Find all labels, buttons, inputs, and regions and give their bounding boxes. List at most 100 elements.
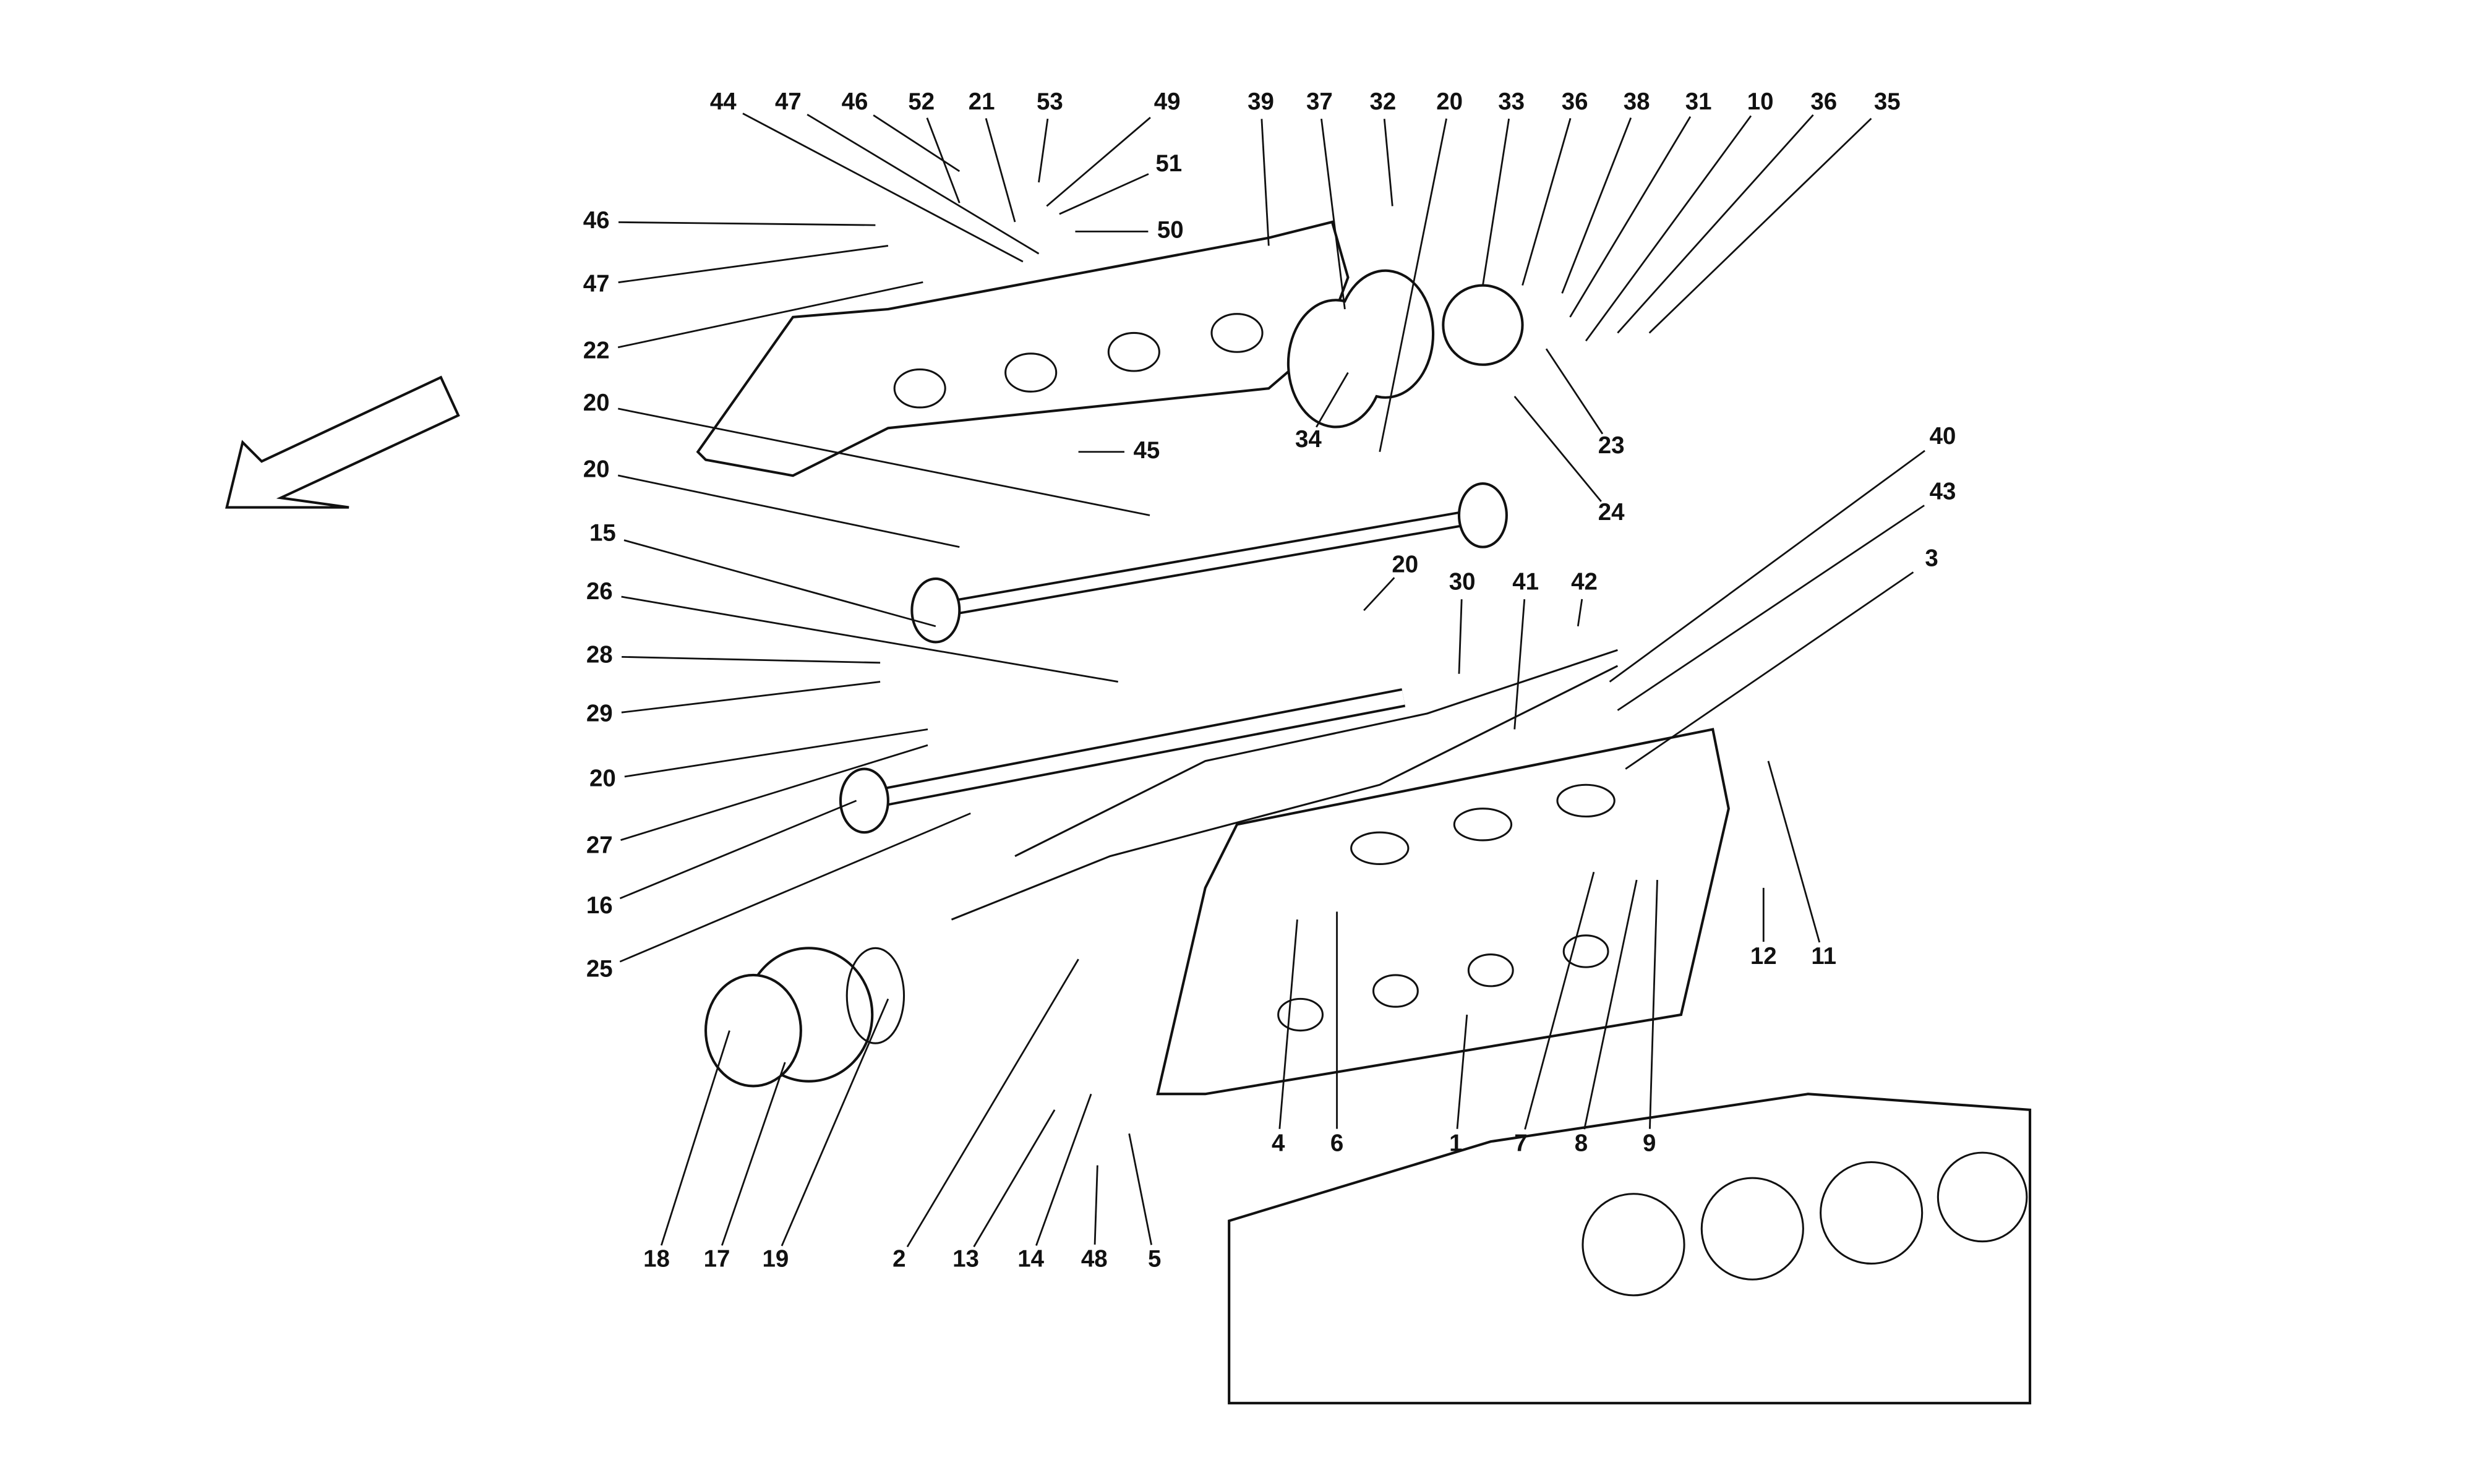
part-number: 47	[775, 88, 802, 115]
leader-line	[624, 728, 928, 778]
part-number: 32	[1370, 88, 1397, 115]
part-number: 10	[1747, 88, 1774, 115]
leader-line	[618, 407, 1150, 516]
drawing	[225, 220, 2032, 1405]
leader-line	[1609, 450, 1925, 683]
part-number: 27	[586, 832, 613, 858]
part-number: 1	[1449, 1130, 1462, 1156]
leader-line	[1482, 118, 1510, 286]
cam-cover-ports	[893, 313, 1264, 409]
leader-line	[1625, 571, 1914, 770]
leader-line	[619, 812, 971, 963]
part-number: 42	[1571, 569, 1598, 595]
leader-line	[1456, 1014, 1468, 1129]
leader-line	[721, 1062, 786, 1246]
leader-line	[619, 800, 857, 900]
part-number: 16	[586, 892, 613, 919]
leader-line	[621, 595, 1118, 683]
cylinder-head	[1156, 728, 1730, 1096]
part-number: 33	[1498, 88, 1525, 115]
part-number: 23	[1598, 432, 1625, 459]
leader-line	[926, 117, 961, 203]
seal-rings	[704, 947, 905, 1088]
leader-line	[985, 117, 1016, 223]
part-number: 36	[1562, 88, 1588, 115]
part-number: 31	[1685, 88, 1712, 115]
part-number: 36	[1810, 88, 1837, 115]
leader-line	[660, 1030, 730, 1246]
part-number: 20	[1436, 88, 1463, 115]
part-number: 40	[1930, 423, 1956, 450]
leader-line	[1649, 880, 1658, 1129]
leader-line	[1316, 372, 1349, 428]
part-number: 24	[1598, 499, 1625, 526]
part-number: 9	[1643, 1130, 1656, 1156]
part-number: 6	[1330, 1130, 1343, 1156]
part-number: 50	[1157, 217, 1184, 244]
leader-line	[1522, 117, 1572, 286]
part-number: 22	[583, 337, 610, 364]
part-number: 29	[586, 701, 613, 727]
leader-line	[1585, 115, 1752, 342]
head-ports	[1277, 783, 1616, 1032]
leader-line	[1617, 114, 1814, 334]
leader-line	[1569, 116, 1692, 318]
flange	[1442, 284, 1524, 366]
leader-line	[1261, 119, 1270, 246]
part-number: 49	[1154, 88, 1181, 115]
part-number: 52	[908, 88, 935, 115]
leader-lines	[617, 113, 1925, 1248]
part-number: 47	[583, 271, 610, 297]
part-number: 12	[1750, 943, 1777, 970]
leader-line	[623, 539, 936, 628]
part-number: 14	[1017, 1246, 1044, 1273]
leader-line	[1458, 599, 1463, 674]
leader-line	[1278, 919, 1298, 1129]
part-number: 18	[643, 1246, 670, 1273]
sprocket-cover	[1286, 269, 1435, 429]
part-number: 3	[1925, 545, 1938, 571]
leader-line	[618, 245, 889, 284]
part-number: 46	[842, 88, 868, 115]
part-number: 13	[952, 1246, 979, 1273]
leader-line	[1577, 599, 1583, 627]
engine-block	[1228, 1093, 2032, 1405]
part-number: 34	[1295, 426, 1322, 453]
part-number: 45	[1133, 437, 1160, 464]
leader-line	[1363, 577, 1395, 612]
leader-line	[622, 655, 881, 664]
leader-line	[873, 114, 961, 173]
leader-line	[1046, 116, 1151, 207]
part-number: 46	[583, 207, 610, 234]
block-bores	[1582, 1151, 2028, 1297]
leader-line	[742, 113, 1024, 263]
leader-line	[1545, 348, 1604, 435]
part-number: 39	[1248, 88, 1274, 115]
part-number: 38	[1624, 88, 1650, 115]
gasket-upper	[1014, 649, 1618, 857]
leader-line	[1035, 1093, 1092, 1246]
camshaft-upper	[910, 482, 1508, 644]
leader-line	[1617, 505, 1925, 711]
part-number: 20	[589, 765, 616, 792]
leader-line	[1383, 119, 1393, 207]
part-number: 20	[1392, 552, 1418, 578]
part-number: 17	[704, 1246, 730, 1273]
leader-line	[1561, 117, 1632, 294]
gasket-lower	[951, 665, 1619, 921]
leader-line	[973, 1109, 1056, 1248]
leader-line	[1059, 173, 1149, 215]
leader-line	[1583, 879, 1638, 1130]
part-number: 28	[586, 642, 613, 668]
part-number: 15	[589, 519, 616, 546]
part-number: 48	[1081, 1246, 1108, 1273]
part-number: 20	[583, 456, 610, 483]
part-number: 7	[1514, 1130, 1527, 1156]
part-number: 41	[1512, 569, 1539, 595]
part-number: 21	[969, 88, 995, 115]
part-number: 8	[1575, 1130, 1588, 1156]
part-number: 35	[1874, 88, 1901, 115]
part-number: 4	[1272, 1130, 1285, 1156]
